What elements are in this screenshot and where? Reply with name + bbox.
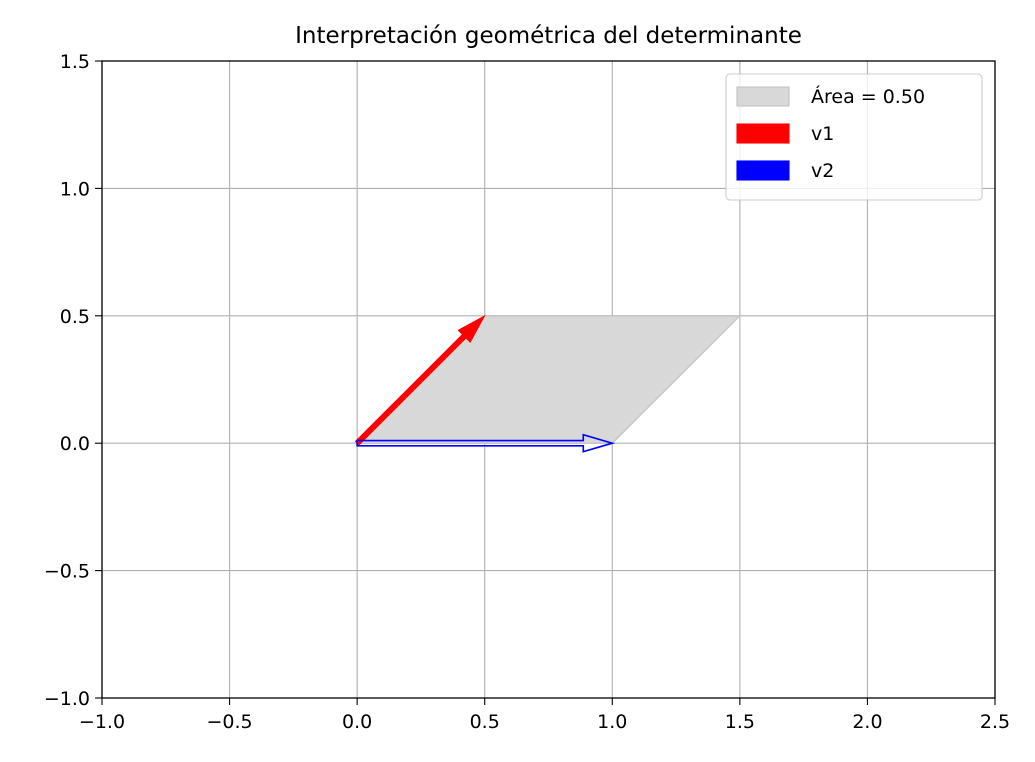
- y-tick-label: 0.0: [60, 433, 90, 455]
- x-tick-label: −0.5: [207, 711, 253, 733]
- x-tick-label: −1.0: [79, 711, 125, 733]
- y-tick-label: −0.5: [44, 561, 90, 583]
- plot-frame: [101, 60, 996, 699]
- legend-label-area: Área = 0.50: [811, 85, 925, 108]
- vector-v2: [356, 433, 616, 453]
- x-tick-label: 1.0: [597, 711, 627, 733]
- vector-v1: [354, 314, 486, 446]
- y-tick-label: 1.0: [60, 178, 90, 200]
- y-tick-label: −1.0: [44, 688, 90, 710]
- x-tick-label: 0.5: [470, 711, 500, 733]
- legend-label-v2: v2: [811, 160, 834, 182]
- y-tick-label: 0.5: [60, 306, 90, 328]
- x-tick-label: 2.5: [980, 711, 1010, 733]
- ticks: −1.0 −0.5 0.0 0.5 1.0 1.5 2.0 2.5 −1.0 −0.5 0.0 0.5…: [44, 51, 1010, 733]
- legend-swatch-area: [736, 86, 790, 107]
- x-tick-label: 2.0: [852, 711, 882, 733]
- legend-label-v1: v1: [811, 123, 834, 145]
- y-tick-label: 1.5: [60, 51, 90, 73]
- chart-title: Interpretación geométrica del determinan…: [295, 23, 802, 49]
- legend-swatch-v2: [736, 160, 790, 181]
- x-tick-label: 0.0: [342, 711, 372, 733]
- x-tick-label: 1.5: [725, 711, 755, 733]
- legend: Área = 0.50 v1 v2: [725, 73, 983, 201]
- legend-box: [725, 73, 983, 201]
- vector-layer: [354, 314, 616, 453]
- legend-swatch-v1: [736, 123, 790, 144]
